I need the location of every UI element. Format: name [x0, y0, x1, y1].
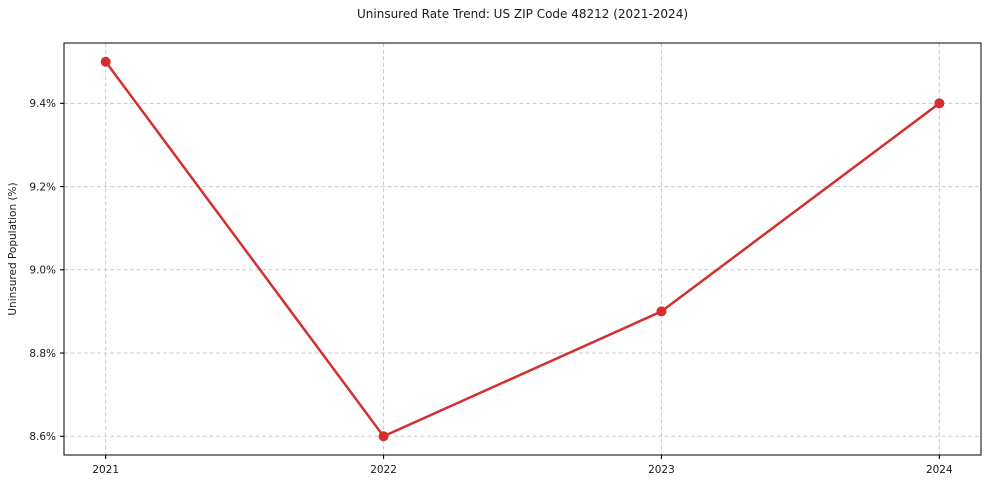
trend-line	[104, 60, 941, 438]
chart-title: Uninsured Rate Trend: US ZIP Code 48212 …	[356, 7, 689, 21]
x-tick-label: 2023	[648, 464, 675, 476]
y-tick-label: 9.2%	[29, 181, 56, 193]
y-tick-label: 9.0%	[29, 265, 56, 277]
x-tick-label: 2024	[926, 464, 953, 476]
plot-border	[63, 42, 982, 456]
data-point-marker	[100, 56, 111, 67]
x-tick-label: 2021	[92, 464, 119, 476]
data-point-marker	[656, 306, 667, 317]
x-tick-label: 2022	[370, 464, 397, 476]
y-tick-label: 8.6%	[29, 431, 56, 443]
y-tick-label: 9.4%	[29, 98, 56, 110]
y-tick-label: 8.8%	[29, 348, 56, 360]
data-point-marker	[934, 98, 945, 109]
data-point-marker	[378, 431, 389, 442]
